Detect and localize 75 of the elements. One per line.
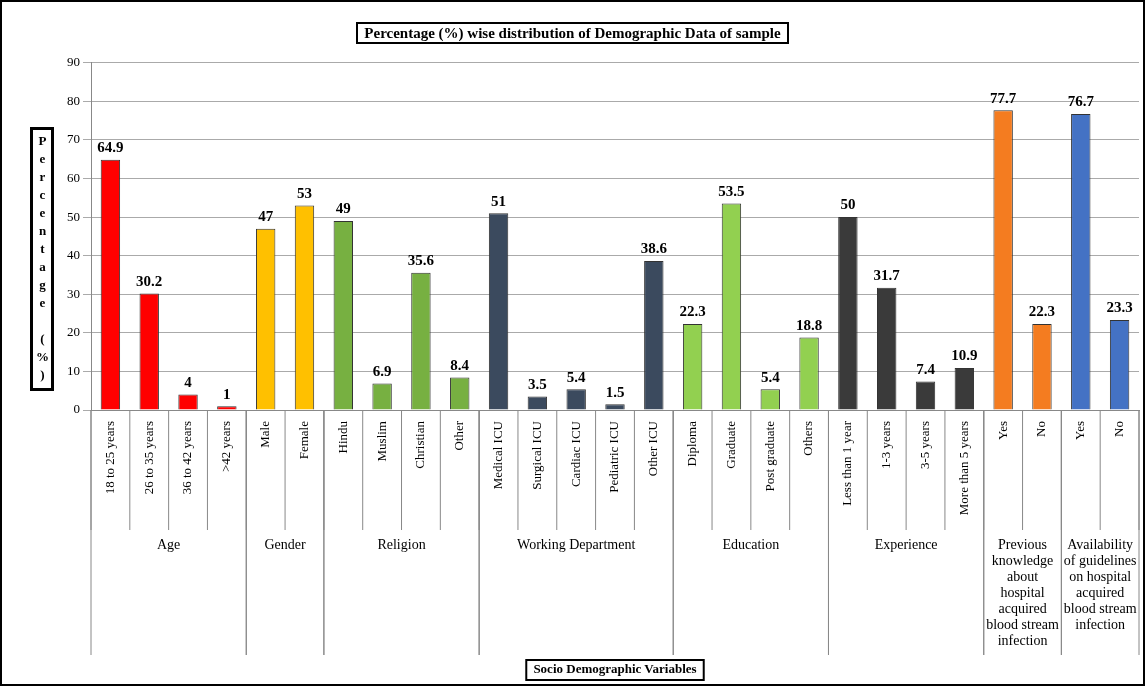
y-tick-label: 10: [67, 362, 80, 378]
x-tick-label: 3-5 years: [916, 421, 932, 470]
data-label: 5.4: [566, 368, 587, 385]
y-tick-label: 30: [67, 285, 80, 301]
data-label: 64.9: [97, 139, 124, 156]
y-tick-label: 40: [67, 247, 80, 263]
x-tick-label: Surgical ICU: [528, 420, 544, 490]
text: Availability of guidelines on hospital acquired blood stream infection: [1063, 536, 1137, 632]
data-label: 49: [335, 200, 351, 217]
data-label: 1: [223, 385, 231, 402]
x-tick-label: 18 to 25 years: [101, 421, 117, 495]
text: Age: [156, 536, 181, 552]
y-tick-label: 20: [67, 324, 80, 340]
x-tick-label: Graduate: [722, 420, 738, 469]
y-tick-label: 70: [67, 131, 80, 147]
data-label: 30.2: [136, 272, 163, 289]
data-label: 18.8: [795, 316, 823, 333]
x-tick-label: 36 to 42 years: [179, 421, 195, 495]
data-label: 77.7: [990, 89, 1017, 106]
data-label: 10.9: [951, 347, 978, 364]
x-tick-label: Diploma: [684, 420, 700, 467]
y-tick-label: 80: [67, 92, 80, 108]
x-tick-label: Christian: [412, 420, 428, 469]
data-label: 3.5: [528, 375, 547, 392]
data-label: 31.7: [873, 267, 901, 284]
x-tick-label: Less than 1 year: [839, 420, 855, 506]
x-tick-label: Muslim: [373, 421, 389, 462]
x-tick-label: Others: [800, 421, 816, 456]
x-tick-label: Other: [451, 420, 467, 451]
data-label: 47: [258, 208, 274, 225]
x-tick-label: More than 5 years: [955, 421, 971, 516]
y-tick-label: 0: [73, 401, 80, 417]
x-tick-label: 26 to 35 years: [140, 421, 156, 495]
data-label: 22.3: [1028, 303, 1056, 320]
data-label: 53: [296, 184, 312, 201]
data-label: 5.4: [760, 368, 781, 385]
data-label: 38.6: [640, 240, 668, 257]
text: Gender: [264, 536, 307, 552]
data-label: 23.3: [1106, 299, 1133, 316]
x-tick-label: Yes: [994, 421, 1010, 440]
x-tick-label: No: [1033, 421, 1049, 437]
x-tick-label: Medical ICU: [489, 420, 505, 490]
x-tick-label: No: [1111, 421, 1127, 437]
x-tick-label: 1-3 years: [878, 421, 894, 470]
x-tick-label: Hindu: [334, 420, 350, 454]
y-tick-label: 60: [67, 169, 80, 185]
text: Working Department: [517, 536, 636, 552]
text: Experience: [874, 536, 938, 552]
x-tick-label: Post graduate: [761, 420, 777, 492]
x-tick-label: Cardiac ICU: [567, 420, 583, 488]
data-label: 6.9: [372, 362, 392, 379]
data-label: 4: [184, 373, 193, 390]
text: Previous knowledge about hospital acquired blood stream infection: [986, 536, 1060, 648]
x-tick-label: >42 years: [218, 421, 234, 473]
data-label: 35.6: [407, 252, 435, 269]
text: Socio Demographic Variables: [533, 661, 697, 677]
data-label: 51: [491, 192, 507, 209]
data-label: 8.4: [450, 356, 470, 373]
y-tick-label: 90: [67, 54, 80, 70]
x-tick-label: Other ICU: [645, 420, 661, 477]
y-tick-label: 50: [67, 208, 80, 224]
data-label: 76.7: [1067, 93, 1095, 110]
chart-title: Percentage (%) wise distribution of Demographic Data of sample: [356, 22, 789, 44]
data-label: 7.4: [916, 360, 936, 377]
x-tick-label: Pediatric ICU: [606, 420, 622, 493]
x-tick-label: Female: [295, 420, 311, 460]
x-tick-label: Male: [257, 420, 273, 448]
data-label: 53.5: [718, 182, 745, 199]
data-label: 22.3: [679, 303, 706, 320]
y-axis-title: Percentage (%): [30, 127, 54, 391]
data-label: 1.5: [605, 383, 625, 400]
text: Religion: [377, 536, 426, 552]
data-label: 50: [840, 196, 856, 213]
x-tick-label: Yes: [1072, 421, 1088, 440]
text: Education: [722, 536, 780, 552]
